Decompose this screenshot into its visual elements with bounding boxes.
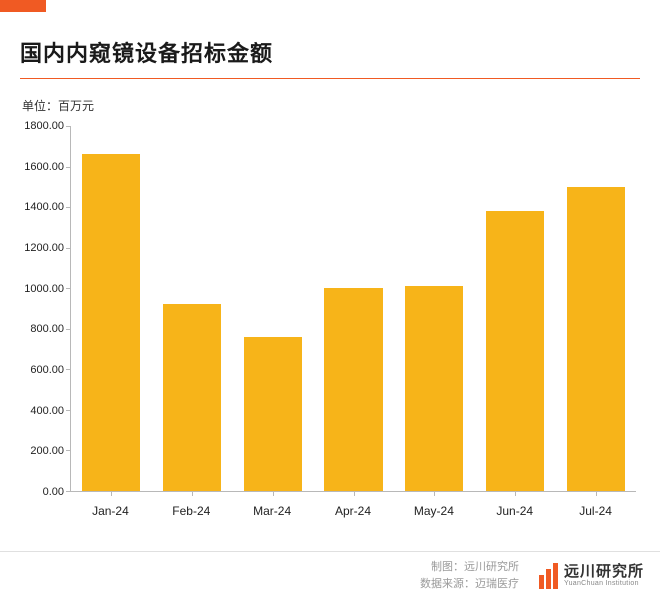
- bar: [405, 286, 463, 491]
- y-tick-label: 1600.00: [24, 161, 64, 173]
- logo-text: 远川研究所 YuanChuan Institution: [564, 564, 644, 587]
- y-tick-label: 200.00: [30, 445, 64, 457]
- y-tick-label: 600.00: [30, 364, 64, 376]
- bars-container: [71, 126, 636, 491]
- x-tick-label: May-24: [393, 496, 474, 522]
- credits: 制图：远川研究所 数据来源：迈瑞医疗: [420, 559, 519, 592]
- bar-slot: [555, 126, 636, 491]
- bar-slot: [232, 126, 313, 491]
- x-tick-label: Jul-24: [555, 496, 636, 522]
- bar: [324, 288, 382, 491]
- chart-title: 国内内窥镜设备招标金额: [20, 36, 640, 68]
- credit-line-1: 制图：远川研究所: [420, 559, 519, 576]
- bar-slot: [313, 126, 394, 491]
- title-underline: [20, 78, 640, 79]
- x-tick-label: Mar-24: [232, 496, 313, 522]
- logo-en: YuanChuan Institution: [564, 580, 644, 587]
- y-tick-label: 400.00: [30, 405, 64, 417]
- bar: [486, 211, 544, 491]
- bar-slot: [394, 126, 475, 491]
- logo-cn: 远川研究所: [564, 564, 644, 580]
- unit-label: 单位：百万元: [0, 83, 660, 114]
- bar: [82, 154, 140, 491]
- x-tick-label: Apr-24: [313, 496, 394, 522]
- x-axis-labels: Jan-24Feb-24Mar-24Apr-24May-24Jun-24Jul-…: [70, 496, 636, 522]
- title-section: 国内内窥镜设备招标金额: [0, 0, 660, 83]
- y-tick-label: 1000.00: [24, 283, 64, 295]
- bar-slot: [475, 126, 556, 491]
- y-tick-label: 1200.00: [24, 242, 64, 254]
- bar: [163, 304, 221, 491]
- x-tick-label: Jan-24: [70, 496, 151, 522]
- top-accent-block: [0, 0, 46, 12]
- y-tick-label: 800.00: [30, 323, 64, 335]
- bar-chart: 0.00 200.00 400.00 600.00 800.00 1000.00 1200.…: [20, 122, 640, 522]
- credit-line-2: 数据来源：迈瑞医疗: [420, 576, 519, 593]
- bar: [567, 187, 625, 491]
- x-tick-label: Jun-24: [474, 496, 555, 522]
- y-tick-label: 1400.00: [24, 201, 64, 213]
- bar-slot: [71, 126, 152, 491]
- logo-bars-icon: [539, 563, 558, 589]
- x-tick-label: Feb-24: [151, 496, 232, 522]
- y-axis-labels: 0.00200.00400.00600.00800.001000.001200.…: [20, 126, 68, 492]
- bar-slot: [152, 126, 233, 491]
- footer: 制图：远川研究所 数据来源：迈瑞医疗 远川研究所 YuanChuan Insti…: [0, 551, 660, 599]
- plot-area: [70, 126, 636, 492]
- logo: 远川研究所 YuanChuan Institution: [539, 563, 644, 589]
- y-tick-label: 0.00: [43, 486, 64, 498]
- bar: [244, 337, 302, 491]
- y-tick-label: 1800.00: [24, 120, 64, 132]
